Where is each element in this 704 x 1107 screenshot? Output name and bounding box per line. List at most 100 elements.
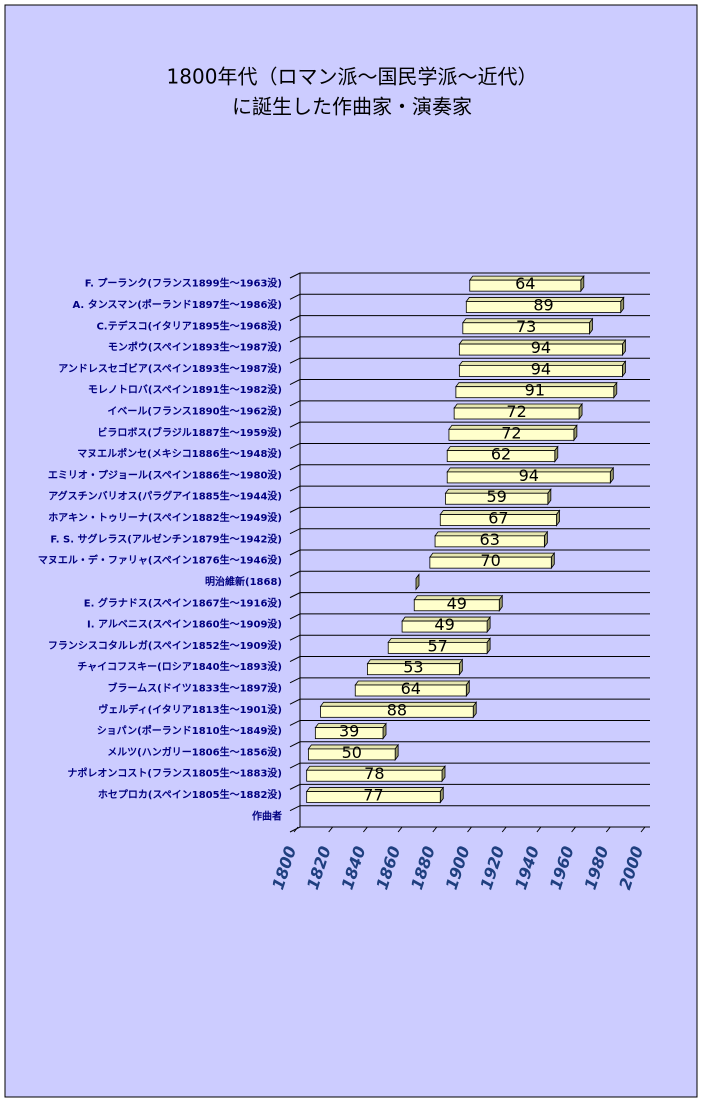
row-separator <box>289 783 650 790</box>
y-tick-label: I. アルベニス(スペイン1860生～1909没) <box>87 618 282 631</box>
row-separator <box>289 336 650 343</box>
bar-face <box>429 556 552 569</box>
bar <box>439 509 561 527</box>
y-tick-label: ビラロボス(ブラジル1887生～1959没) <box>97 426 282 439</box>
chart-title: に誕生した作曲家・演奏家 <box>232 95 472 119</box>
bar-face <box>366 663 460 676</box>
y-tick-label: モンポウ(スペイン1893生～1987没) <box>108 341 282 354</box>
data-label: 59 <box>486 487 506 506</box>
bar <box>307 743 399 762</box>
data-label: 94 <box>531 359 551 378</box>
bar-face <box>354 684 467 697</box>
data-label: 77 <box>363 786 383 805</box>
bar-face <box>465 301 622 313</box>
bar-face <box>446 450 556 463</box>
bar-face <box>308 748 396 761</box>
row-separator <box>289 762 650 769</box>
bar <box>455 381 618 399</box>
data-label: 72 <box>506 402 526 421</box>
row-separator <box>289 634 650 641</box>
chart-area <box>4 4 698 1098</box>
x-tick <box>328 826 334 833</box>
data-label: 94 <box>519 466 539 485</box>
bar <box>434 530 549 549</box>
bar <box>444 488 552 506</box>
row-separator <box>289 315 650 322</box>
bar <box>401 615 491 634</box>
bar <box>468 274 585 293</box>
y-tick-label: モレノトロバ(スペイン1891生～1982没) <box>88 383 282 396</box>
x-tick <box>293 826 299 833</box>
bar-face <box>387 641 488 654</box>
data-label: 94 <box>531 338 551 357</box>
bar <box>354 679 471 698</box>
data-label: 53 <box>403 658 423 677</box>
bar-face <box>458 343 623 356</box>
bar <box>448 424 578 442</box>
data-label: 70 <box>480 551 500 570</box>
row-separator <box>289 400 650 407</box>
bar <box>446 445 559 463</box>
y-tick-label: フランシスコタルレガ(スペイン1852生～1909没) <box>48 639 282 652</box>
bar-face <box>448 428 575 441</box>
bar-face <box>446 471 611 484</box>
data-label: 64 <box>401 679 421 698</box>
bar-face <box>306 791 441 803</box>
y-tick-label: C.テデスコ(イタリア1895生～1968没) <box>96 319 282 332</box>
bar-face <box>306 769 443 782</box>
bar-face <box>439 514 557 526</box>
data-label: 72 <box>501 423 521 442</box>
bar <box>305 765 446 783</box>
x-tick <box>432 826 438 833</box>
y-tick-label: E. グラナドス(スペイン1867生～1916没) <box>84 596 282 609</box>
y-tick-label: ホアキン・トゥリーナ(スペイン1882生～1949没) <box>48 511 282 524</box>
x-tick <box>605 826 611 833</box>
row-separator <box>289 719 650 726</box>
data-label: 39 <box>339 722 359 741</box>
bar <box>387 637 491 655</box>
y-tick-label: マヌエルポンセ(メキシコ1886生～1948没) <box>77 447 282 460</box>
data-label: 57 <box>427 636 447 655</box>
bar-face <box>445 492 549 505</box>
y-tick-label: 明治維新(1868) <box>205 575 282 588</box>
x-tick <box>397 826 403 833</box>
row-separator <box>289 506 650 513</box>
y-tick-label: 作曲者 <box>252 809 282 822</box>
bar-face <box>314 727 384 740</box>
y-tick-label: チャイコフスキー(ロシア1840生～1893没) <box>77 660 282 673</box>
y-tick-label: A. タンスマン(ポーランド1897生～1986没) <box>72 298 282 311</box>
data-label: 49 <box>434 615 454 634</box>
bar <box>319 701 478 719</box>
bar <box>458 338 627 357</box>
bar-face <box>469 279 582 292</box>
bar <box>366 658 464 676</box>
x-tick <box>363 826 368 833</box>
x-tick <box>501 826 507 833</box>
bar <box>453 402 583 421</box>
data-label: 50 <box>342 743 362 762</box>
row-separator <box>289 549 650 556</box>
data-label: 91 <box>525 381 545 400</box>
row-separator <box>289 442 650 449</box>
x-tick <box>571 826 576 833</box>
y-tick-label: ショパン(ポーランド1810生～1849没) <box>97 724 282 737</box>
y-tick-label: ホセプロカ(スペイン1805生～1882没) <box>98 788 282 801</box>
bar-face <box>462 322 590 335</box>
data-label: 67 <box>488 509 508 528</box>
bar <box>458 360 627 378</box>
data-label: 78 <box>364 764 384 783</box>
data-label: 73 <box>516 317 536 336</box>
x-tick <box>536 826 542 833</box>
bar <box>413 594 504 612</box>
y-tick-label: イベール(フランス1890生～1962没) <box>107 405 282 418</box>
data-label: 62 <box>491 445 511 464</box>
row-separator <box>289 379 650 385</box>
row-separator <box>289 826 650 833</box>
y-tick-label: エミリオ・プジョール(スペイン1886生～1980没) <box>48 468 282 481</box>
y-tick-label: アグスチンバリオス(パラグアイ1885生～1944没) <box>48 490 282 503</box>
bar-face <box>401 620 488 633</box>
row-separator <box>289 528 650 535</box>
y-tick-label: F. S. サグレラス(アルゼンチン1879生～1942没) <box>50 532 282 545</box>
data-label: 49 <box>447 594 467 613</box>
